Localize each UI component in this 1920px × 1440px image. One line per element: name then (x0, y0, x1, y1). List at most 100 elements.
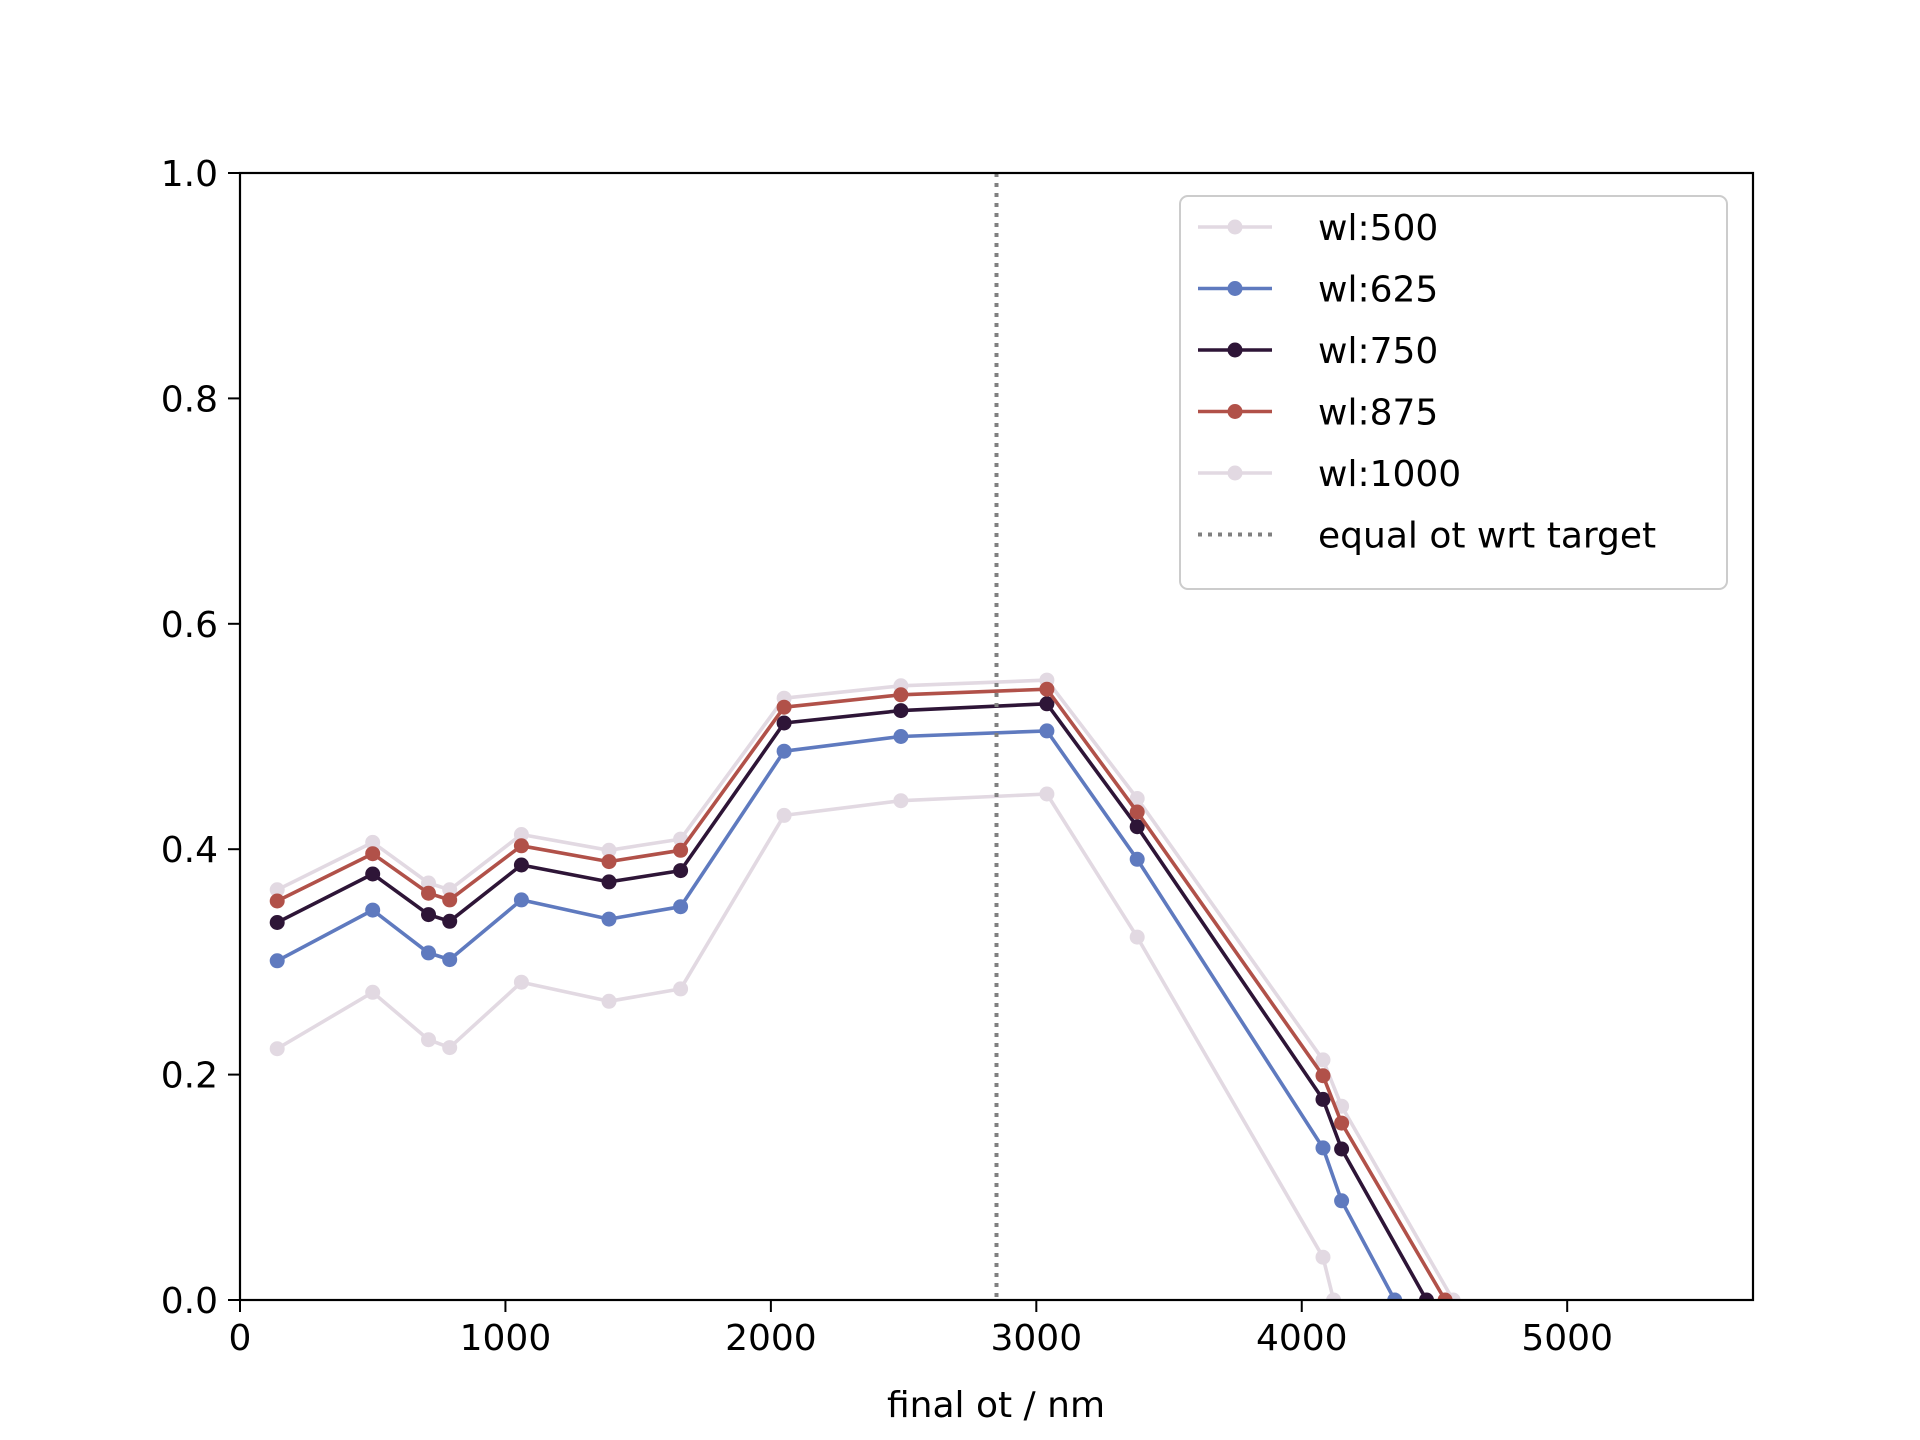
legend-label-equal-ot-wrt-target: equal ot wrt target (1318, 516, 1656, 557)
legend-label-wl-875: wl:875 (1318, 393, 1438, 434)
data-point-wl-875 (421, 885, 436, 901)
legend-item-wl-750: wl:750 (1198, 331, 1438, 372)
y-tick-label: 0.2 (161, 1056, 218, 1097)
data-point-wl-1000 (1326, 1292, 1342, 1300)
y-tick-label: 0.8 (161, 379, 218, 420)
data-point-wl-625 (776, 743, 792, 759)
data-point-wl-875 (776, 699, 792, 715)
data-point-wl-1000 (776, 807, 792, 823)
data-point-wl-750 (601, 874, 617, 890)
data-point-wl-875 (513, 838, 529, 854)
data-point-wl-875 (1039, 681, 1055, 697)
data-point-wl-1000 (601, 993, 617, 1009)
series-wl-875 (269, 681, 1453, 1300)
data-point-wl-1000 (442, 1040, 458, 1056)
data-point-wl-625 (601, 911, 617, 927)
data-point-wl-625 (1387, 1292, 1403, 1300)
x-tick-label: 4000 (1256, 1318, 1348, 1359)
y-tick-label: 0.4 (161, 830, 218, 871)
legend-item-wl-625: wl:625 (1198, 270, 1438, 311)
data-point-wl-750 (776, 715, 792, 731)
data-point-wl-750 (1315, 1091, 1331, 1107)
data-point-wl-625 (421, 945, 436, 961)
legend-marker-wl-1000 (1227, 465, 1243, 481)
x-tick-label: 2000 (725, 1318, 817, 1359)
data-point-wl-750 (1419, 1292, 1434, 1300)
data-point-wl-1000 (1315, 1249, 1331, 1265)
y-tick-label: 0.6 (161, 605, 218, 646)
data-point-wl-750 (442, 913, 458, 929)
legend-item-wl-875: wl:875 (1198, 393, 1438, 434)
data-point-wl-875 (1437, 1292, 1453, 1300)
data-point-wl-500 (601, 842, 617, 858)
legend-marker-wl-875 (1227, 404, 1243, 419)
data-point-wl-1000 (269, 1041, 285, 1057)
data-point-wl-625 (1315, 1140, 1331, 1156)
data-point-wl-750 (269, 915, 285, 930)
data-point-wl-875 (1334, 1115, 1350, 1131)
data-point-wl-875 (1315, 1068, 1331, 1084)
data-point-wl-875 (893, 687, 909, 703)
data-point-wl-1000 (673, 981, 689, 997)
series-layer (269, 672, 1461, 1300)
legend-item-equal-ot-wrt-target: equal ot wrt target (1198, 516, 1656, 557)
data-point-wl-750 (421, 907, 436, 923)
legend-marker-wl-750 (1227, 342, 1243, 358)
x-axis-label: final ot / nm (887, 1385, 1105, 1426)
data-point-wl-625 (1334, 1193, 1350, 1209)
data-point-wl-625 (673, 899, 689, 915)
data-point-wl-500 (1315, 1052, 1331, 1068)
data-point-wl-875 (673, 842, 689, 858)
legend-label-wl-750: wl:750 (1318, 331, 1438, 372)
data-point-wl-500 (365, 834, 381, 850)
data-point-wl-500 (513, 827, 529, 842)
data-point-wl-625 (1129, 851, 1145, 867)
data-point-wl-750 (513, 857, 529, 873)
x-axis: 0 1000 2000 3000 4000 5000 (229, 1300, 1613, 1359)
legend-marker-wl-500 (1227, 219, 1243, 235)
data-point-wl-1000 (421, 1032, 436, 1048)
series-wl-500 (269, 672, 1461, 1300)
data-point-wl-875 (269, 893, 285, 909)
data-point-wl-1000 (513, 974, 529, 990)
data-point-wl-625 (442, 952, 458, 968)
data-point-wl-625 (513, 892, 529, 908)
data-point-wl-625 (1039, 723, 1055, 739)
data-point-wl-875 (601, 854, 617, 870)
data-point-wl-750 (1039, 696, 1055, 712)
data-point-wl-625 (365, 902, 381, 918)
legend-label-wl-1000: wl:1000 (1318, 454, 1461, 495)
data-point-wl-875 (365, 846, 381, 862)
data-point-wl-1000 (1129, 929, 1145, 945)
y-tick-label: 1.0 (161, 154, 218, 195)
data-point-wl-1000 (893, 793, 909, 809)
legend-box (1179, 195, 1728, 590)
legend-marker-wl-625 (1227, 281, 1243, 296)
data-point-wl-750 (1334, 1141, 1350, 1157)
series-wl-750 (269, 696, 1434, 1300)
legend-label-wl-625: wl:625 (1318, 270, 1438, 311)
data-point-wl-500 (269, 882, 285, 898)
y-tick-label: 0.0 (161, 1281, 218, 1322)
data-point-wl-625 (893, 729, 909, 744)
legend-item-wl-1000: wl:1000 (1198, 454, 1461, 495)
data-point-wl-750 (365, 866, 381, 882)
x-tick-label: 1000 (460, 1318, 552, 1359)
series-wl-1000 (269, 786, 1342, 1300)
data-point-wl-1000 (1039, 786, 1055, 802)
data-point-wl-625 (269, 953, 285, 969)
data-point-wl-750 (673, 863, 689, 879)
x-tick-label: 0 (229, 1318, 252, 1359)
legend-label-wl-500: wl:500 (1318, 208, 1438, 249)
data-point-wl-750 (1129, 819, 1145, 835)
data-point-wl-875 (1129, 804, 1145, 820)
plot-frame (238, 171, 1755, 1302)
y-axis: 0.0 0.2 0.4 0.6 0.8 1.0 (161, 154, 240, 1322)
data-point-wl-1000 (365, 984, 381, 1000)
data-point-wl-500 (1129, 791, 1145, 806)
x-tick-label: 3000 (991, 1318, 1083, 1359)
legend-item-wl-500: wl:500 (1198, 208, 1438, 249)
data-point-wl-750 (893, 703, 909, 719)
series-wl-625 (269, 723, 1403, 1300)
